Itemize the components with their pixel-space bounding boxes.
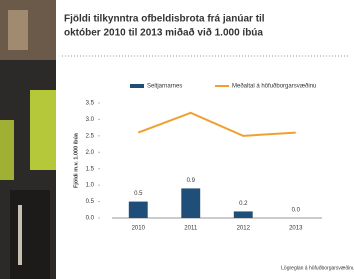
y-tick-label: 1.0 — [86, 183, 95, 189]
y-tick-label: 3.5 — [86, 101, 95, 107]
x-tick-label: 2011 — [184, 226, 198, 232]
data-label: 0.2 — [239, 201, 248, 207]
slide: Fjöldi tilkynntra ofbeldisbrota frá janú… — [0, 0, 354, 279]
data-label: 0.0 — [292, 208, 301, 214]
photo-uniform — [10, 190, 50, 279]
photo-face — [8, 10, 28, 50]
photo-stripe — [18, 205, 22, 265]
data-label: 0.5 — [134, 191, 143, 197]
x-tick-label: 2010 — [132, 226, 146, 232]
bar — [181, 188, 200, 218]
source: Lögreglan á höfuðborgarsvæðinu — [281, 264, 354, 271]
title-line-2: október 2010 til 2013 miðað við 1.000 íb… — [64, 27, 263, 39]
y-tick-label: 3.0 — [86, 117, 95, 123]
x-tick-label: 2012 — [237, 226, 251, 232]
y-tick-label: 2.0 — [86, 150, 95, 156]
y-tick-label: 0.5 — [86, 199, 95, 205]
data-label: 0.9 — [187, 178, 196, 184]
y-tick-label: 1.5 — [86, 166, 95, 172]
photo — [0, 0, 56, 279]
legend-swatch — [130, 84, 144, 88]
bar — [234, 211, 253, 218]
legend-label: Seltjarnarnes — [147, 84, 182, 90]
y-tick-label: 2.5 — [86, 133, 95, 139]
y-axis-label: Fjöldi m.v. 1.000 íbúa — [73, 132, 79, 188]
photo-vest — [30, 90, 56, 170]
photo-vest — [0, 120, 14, 180]
title: Fjöldi tilkynntra ofbeldisbrota frá janú… — [64, 14, 265, 25]
bar — [129, 202, 148, 218]
x-tick-label: 2013 — [289, 226, 303, 232]
y-tick-label: 0.0 — [86, 216, 95, 222]
legend-label: Meðaltal á höfuðborgarsvæðinu — [232, 83, 316, 90]
